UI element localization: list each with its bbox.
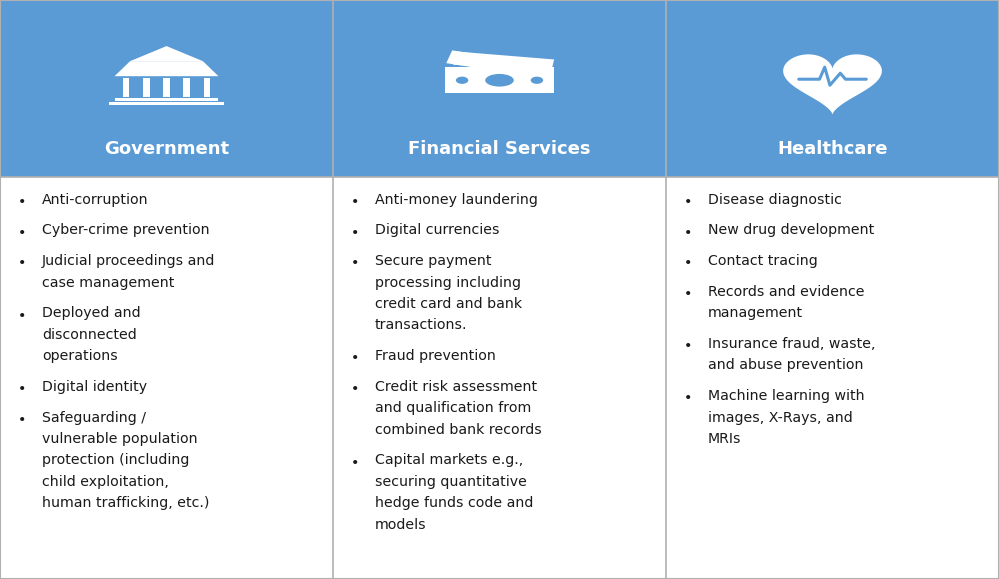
Text: Anti-corruption: Anti-corruption <box>42 193 149 207</box>
Text: Safeguarding /: Safeguarding / <box>42 411 146 424</box>
Text: models: models <box>375 518 427 532</box>
Text: Financial Services: Financial Services <box>409 140 590 158</box>
FancyBboxPatch shape <box>0 177 333 579</box>
Text: •: • <box>351 382 360 396</box>
Polygon shape <box>783 54 882 115</box>
Text: •: • <box>683 195 692 209</box>
FancyBboxPatch shape <box>445 68 554 93</box>
Text: processing including: processing including <box>375 276 520 290</box>
Polygon shape <box>447 50 547 78</box>
Text: •: • <box>18 413 26 427</box>
Text: Credit risk assessment: Credit risk assessment <box>375 380 537 394</box>
FancyBboxPatch shape <box>163 78 170 97</box>
Text: •: • <box>18 382 26 396</box>
Text: images, X-Rays, and: images, X-Rays, and <box>708 411 853 424</box>
Text: Government: Government <box>104 140 229 158</box>
Text: operations: operations <box>42 349 118 363</box>
Text: and abuse prevention: and abuse prevention <box>708 358 863 372</box>
Text: •: • <box>18 309 26 323</box>
Text: securing quantitative: securing quantitative <box>375 475 526 489</box>
FancyBboxPatch shape <box>0 0 333 177</box>
Text: •: • <box>683 339 692 353</box>
Text: MRIs: MRIs <box>708 432 741 446</box>
FancyBboxPatch shape <box>333 177 666 579</box>
Text: Deployed and: Deployed and <box>42 306 141 320</box>
Text: Insurance fraud, waste,: Insurance fraud, waste, <box>708 337 875 351</box>
Text: Capital markets e.g.,: Capital markets e.g., <box>375 453 523 467</box>
Text: •: • <box>683 226 692 240</box>
Text: transactions.: transactions. <box>375 318 468 332</box>
Text: •: • <box>683 391 692 405</box>
Text: •: • <box>351 195 360 209</box>
Text: Contact tracing: Contact tracing <box>708 254 818 268</box>
Text: management: management <box>708 306 803 320</box>
FancyBboxPatch shape <box>204 78 211 97</box>
Text: Cyber-crime prevention: Cyber-crime prevention <box>42 223 210 237</box>
Text: Digital identity: Digital identity <box>42 380 147 394</box>
Text: protection (including: protection (including <box>42 453 190 467</box>
FancyBboxPatch shape <box>184 78 190 97</box>
Text: Machine learning with: Machine learning with <box>708 389 864 403</box>
Text: Healthcare: Healthcare <box>777 140 888 158</box>
Text: child exploitation,: child exploitation, <box>42 475 169 489</box>
Circle shape <box>530 76 543 84</box>
Polygon shape <box>454 52 554 72</box>
Text: Judicial proceedings and: Judicial proceedings and <box>42 254 216 268</box>
Text: •: • <box>683 287 692 301</box>
Circle shape <box>456 76 469 84</box>
Polygon shape <box>130 46 203 61</box>
Text: •: • <box>351 351 360 365</box>
Text: vulnerable population: vulnerable population <box>42 432 198 446</box>
Ellipse shape <box>486 74 513 87</box>
FancyBboxPatch shape <box>666 177 999 579</box>
Text: human trafficking, etc.): human trafficking, etc.) <box>42 496 210 510</box>
Text: •: • <box>18 195 26 209</box>
Text: and qualification from: and qualification from <box>375 401 531 415</box>
Text: New drug development: New drug development <box>708 223 874 237</box>
Text: Fraud prevention: Fraud prevention <box>375 349 496 363</box>
Text: •: • <box>18 256 26 270</box>
Text: •: • <box>351 226 360 240</box>
FancyBboxPatch shape <box>109 102 224 105</box>
FancyBboxPatch shape <box>333 0 666 177</box>
Text: •: • <box>683 256 692 270</box>
Text: •: • <box>351 456 360 470</box>
Text: •: • <box>351 256 360 270</box>
Text: Digital currencies: Digital currencies <box>375 223 500 237</box>
FancyBboxPatch shape <box>666 0 999 177</box>
Text: •: • <box>18 226 26 240</box>
Text: combined bank records: combined bank records <box>375 423 541 437</box>
Text: Secure payment: Secure payment <box>375 254 492 268</box>
Text: Disease diagnostic: Disease diagnostic <box>708 193 842 207</box>
Text: Records and evidence: Records and evidence <box>708 285 864 299</box>
Text: hedge funds code and: hedge funds code and <box>375 496 533 510</box>
FancyBboxPatch shape <box>143 78 150 97</box>
Text: disconnected: disconnected <box>42 328 137 342</box>
Text: case management: case management <box>42 276 175 290</box>
Polygon shape <box>115 61 219 76</box>
FancyBboxPatch shape <box>115 98 219 101</box>
FancyBboxPatch shape <box>123 78 129 97</box>
Text: credit card and bank: credit card and bank <box>375 297 522 311</box>
Text: Anti-money laundering: Anti-money laundering <box>375 193 537 207</box>
